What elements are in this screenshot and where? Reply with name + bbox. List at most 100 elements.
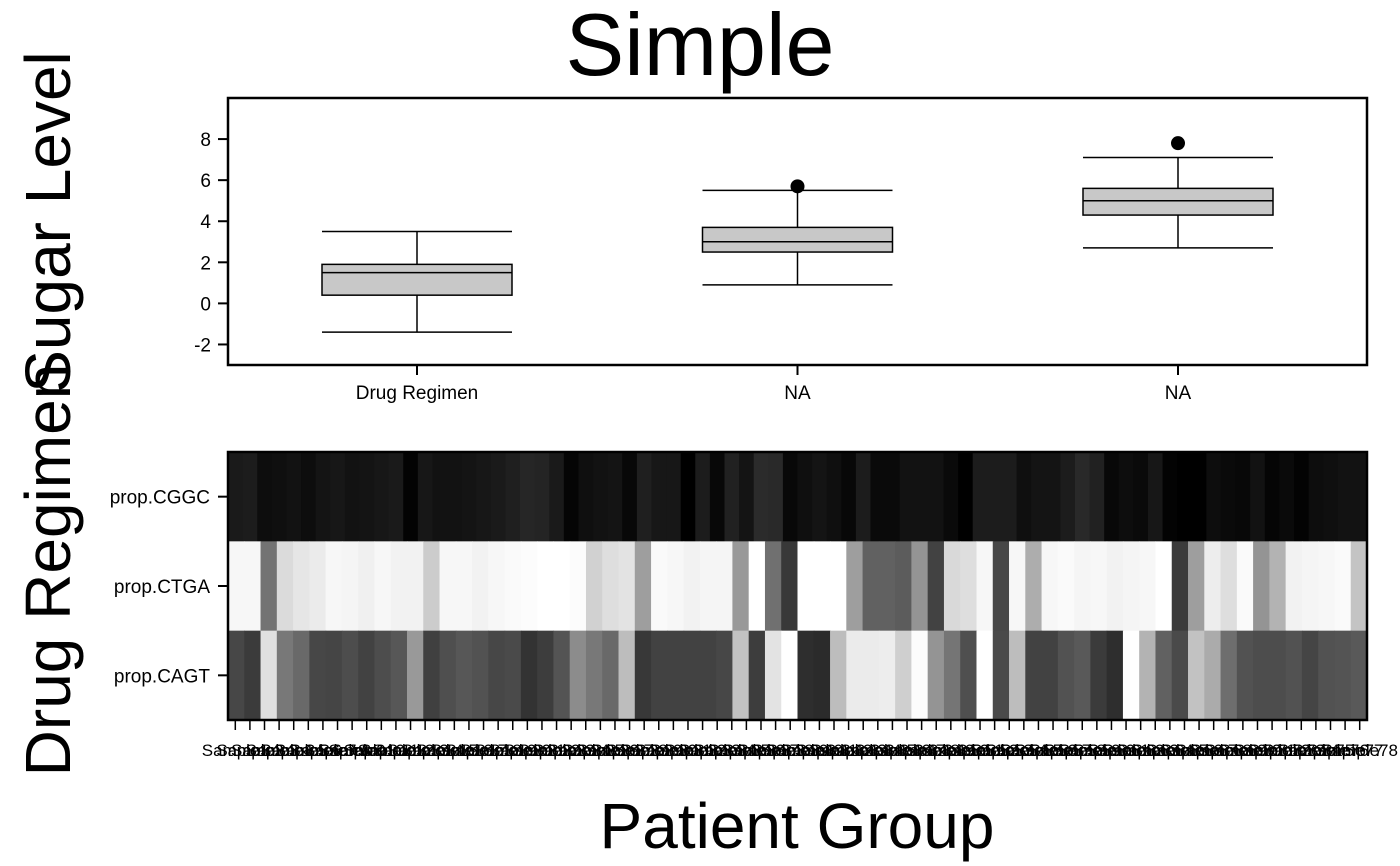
sample-tick-label: Sample36 (708, 741, 785, 760)
heatmap-cell (455, 630, 473, 721)
heatmap-cell (585, 630, 603, 721)
heatmap-panel: prop.CGGCprop.CTGAprop.CAGTSample1Sample… (110, 450, 1398, 760)
sample-tick-label: Sample65 (1132, 741, 1209, 760)
heatmap-cell (549, 452, 565, 542)
sample-tick-label: Sample38 (737, 741, 814, 760)
x-tick-label: Drug Regimen (356, 383, 479, 404)
heatmap-cell (439, 630, 457, 721)
sample-tick-label: Sample43 (810, 741, 887, 760)
heatmap-cell (276, 541, 294, 632)
y-tick-label: 6 (200, 171, 211, 192)
heatmap-cell (359, 452, 375, 542)
heatmap-cell (797, 452, 813, 542)
heatmap-cell (374, 541, 392, 632)
heatmap-cell (374, 630, 392, 721)
sample-tick-label: Sample21 (489, 741, 566, 760)
sample-tick-label: Sample56 (1000, 741, 1077, 760)
heatmap-cell (1220, 630, 1238, 721)
heatmap-cell (618, 541, 636, 632)
sample-tick-label: Sample27 (577, 741, 654, 760)
heatmap-cell (739, 452, 755, 542)
y-tick-label: 4 (200, 212, 211, 233)
heatmap-cell (461, 452, 477, 542)
sample-tick-label: Sample69 (1190, 741, 1267, 760)
sample-tick-label: Sample48 (883, 741, 960, 760)
sample-tick-label: Sample41 (781, 741, 858, 760)
heatmap-cell (1025, 541, 1043, 632)
heatmap-cell (732, 541, 750, 632)
heatmap-cell (1337, 452, 1353, 542)
heatmap-cell (537, 630, 555, 721)
sample-tick-label: Sample7 (289, 741, 356, 760)
sample-tick-label: Sample63 (1102, 741, 1179, 760)
heatmap-cell (1104, 452, 1120, 542)
sample-tick-label: Sample23 (518, 741, 595, 760)
sample-tick-label: Sample74 (1263, 741, 1340, 760)
heatmap-cell (1041, 630, 1059, 721)
heatmap-cell (943, 541, 961, 632)
heatmap-cell (914, 452, 930, 542)
heatmap-cell (1133, 452, 1149, 542)
boxplot-panel: -2 0 2 4 6 8 Drug Regimen NA NA (194, 96, 1369, 404)
heatmap-cell (1236, 630, 1254, 721)
heatmap-cell (1293, 452, 1310, 542)
heatmap-cell (309, 541, 327, 632)
heatmap-cell (1025, 630, 1043, 721)
heatmap-cell (520, 452, 536, 542)
heatmap-cell (1089, 452, 1105, 542)
sample-tick-label: Sample60 (1059, 741, 1136, 760)
sample-tick-label: Sample75 (1278, 741, 1355, 760)
sample-tick-label: Sample46 (854, 741, 931, 760)
outlier-point (790, 179, 805, 194)
sample-tick-label: Sample51 (927, 741, 1004, 760)
heatmap-cell (1171, 541, 1189, 632)
box-iqr (1082, 187, 1274, 216)
sample-tick-label: Sample18 (445, 741, 522, 760)
heatmap-cell (1016, 452, 1032, 542)
sample-tick-label: Sample13 (372, 741, 449, 760)
heatmap-cell (607, 452, 623, 542)
heatmap-cell (244, 541, 262, 632)
y-tick-label: 2 (200, 253, 211, 274)
sample-tick-label: Sample35 (694, 741, 771, 760)
heatmap-cell (987, 452, 1003, 542)
x-axis-label: Patient Group (600, 790, 995, 862)
heatmap-cell (1323, 452, 1339, 542)
heatmap-cell (695, 452, 711, 542)
heatmap-cell (634, 630, 652, 721)
sample-tick-label: Sample8 (304, 741, 371, 760)
heatmap-cell (447, 452, 463, 542)
heatmap-cell (563, 452, 580, 542)
heatmap-cell (666, 452, 682, 542)
heatmap-cell (846, 541, 864, 632)
heatmap-cell (537, 541, 555, 632)
heatmap-cell (309, 630, 327, 721)
heatmap-cell (1155, 541, 1173, 632)
heatmap-cell (1009, 541, 1026, 632)
heatmap-cell (1074, 452, 1091, 542)
heatmap-cell (260, 630, 278, 721)
heatmap-cell (423, 541, 441, 632)
heatmap-cell (1155, 630, 1173, 721)
heatmap-cell (927, 630, 945, 721)
heatmap-cell (301, 452, 317, 542)
sample-tick-label: Sample45 (840, 741, 917, 760)
heatmap-cell (1188, 541, 1205, 632)
heatmap-cell (846, 630, 864, 721)
heatmap-cell (569, 541, 587, 632)
heatmap-row-label: prop.CAGT (114, 666, 210, 687)
sample-tick-label: Sample37 (723, 741, 800, 760)
sample-tick-label: Sample9 (319, 741, 386, 760)
sample-tick-label: Sample30 (620, 741, 697, 760)
sample-tick-label: Sample19 (460, 741, 537, 760)
heatmap-cell (764, 630, 782, 721)
heatmap-cell (403, 452, 419, 542)
heatmap-cell (390, 541, 408, 632)
sample-tick-label: Sample59 (1044, 741, 1121, 760)
sample-tick-label: Sample29 (606, 741, 683, 760)
heatmap-cell (1285, 541, 1303, 632)
box-iqr (701, 226, 894, 253)
heatmap-cell (1334, 541, 1352, 632)
heatmap-cell (341, 630, 359, 721)
sample-tick-label: Sample5 (260, 741, 327, 760)
